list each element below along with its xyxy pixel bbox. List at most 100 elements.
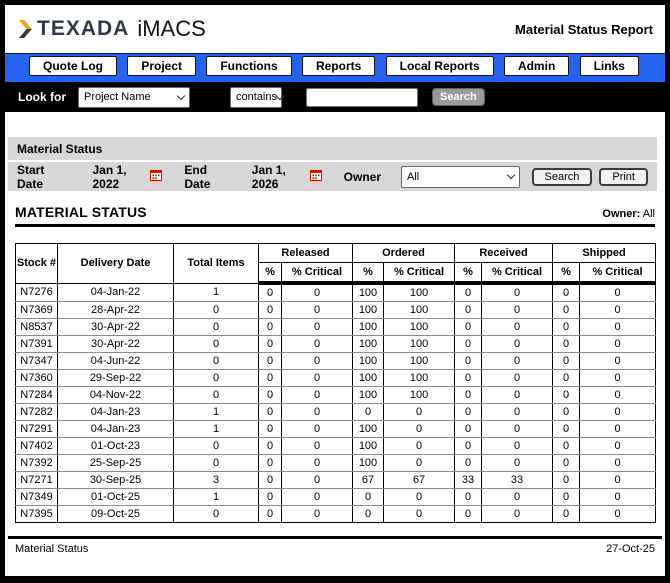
- col-received-pct: %: [454, 262, 483, 285]
- shipped-pct-cell: 0: [552, 352, 581, 370]
- lookup-bar: Look for Project Name contains Search: [5, 82, 665, 112]
- filter-search-button[interactable]: Search: [531, 167, 593, 186]
- shipped-pct-cell: 0: [552, 454, 581, 472]
- product-name: iMACS: [137, 16, 206, 41]
- shipped-pct-cell: 0: [552, 282, 581, 302]
- total-items-cell: 0: [173, 454, 259, 472]
- shipped-pct-critical-cell: 0: [579, 301, 657, 319]
- report-header: MATERIAL STATUS Owner: All: [15, 204, 655, 220]
- look-for-label: Look for: [18, 90, 66, 104]
- shipped-pct-critical-cell: 0: [579, 420, 657, 438]
- lookup-operator-select[interactable]: contains: [230, 86, 285, 108]
- shipped-pct-cell: 0: [552, 488, 581, 506]
- end-date-value: Jan 1, 2026: [251, 162, 286, 191]
- nav-project[interactable]: Project: [127, 56, 196, 76]
- nav-links[interactable]: Links: [579, 56, 639, 76]
- shipped-pct-critical-cell: 0: [579, 352, 657, 370]
- col-released-pct-critical: % Critical: [281, 262, 353, 285]
- received-pct-critical-cell: 33: [481, 471, 554, 489]
- table-body: N7276 04-Jan-22 1 0 0 100 100 0 0 0 0 N7369 28-Apr-2…: [15, 282, 657, 523]
- delivery-date-cell: 25-Sep-25: [57, 454, 174, 472]
- lookup-query-input[interactable]: [306, 87, 418, 107]
- ordered-pct-cell: 0: [352, 505, 384, 523]
- page-title: Material Status Report: [515, 21, 653, 37]
- nav-local-reports[interactable]: Local Reports: [385, 56, 494, 76]
- released-pct-cell: 0: [258, 471, 282, 489]
- total-items-cell: 0: [173, 318, 259, 336]
- table-row: N7271 30-Sep-25 3 0 0 67 67 33 33 0 0: [15, 471, 657, 489]
- ordered-pct-critical-cell: 100: [382, 352, 456, 370]
- ordered-pct-cell: 100: [352, 369, 384, 387]
- delivery-date-cell: 30-Sep-25: [57, 471, 174, 489]
- nav-functions[interactable]: Functions: [206, 56, 292, 76]
- received-pct-cell: 0: [454, 437, 483, 455]
- table-row: N7369 28-Apr-22 0 0 0 100 100 0 0 0 0: [15, 301, 657, 319]
- received-pct-cell: 0: [454, 386, 483, 404]
- chevron-down-icon: [275, 91, 285, 100]
- delivery-date-cell: 09-Oct-25: [57, 505, 174, 523]
- footer-date: 27-Oct-25: [606, 543, 655, 555]
- released-pct-cell: 0: [258, 437, 282, 455]
- nav-admin[interactable]: Admin: [503, 56, 570, 76]
- ordered-pct-critical-cell: 100: [382, 386, 456, 404]
- shipped-pct-critical-cell: 0: [579, 403, 657, 421]
- nav-quote-log[interactable]: Quote Log: [29, 56, 117, 76]
- report-owner-value: All: [642, 208, 655, 220]
- shipped-pct-critical-cell: 0: [579, 369, 657, 387]
- total-items-cell: 0: [173, 505, 259, 523]
- stock-number-cell: N7276: [15, 282, 58, 302]
- received-pct-cell: 0: [454, 282, 483, 302]
- released-pct-cell: 0: [258, 352, 282, 370]
- group-header-row: Stock # Delivery Date Total Items Releas…: [15, 243, 657, 284]
- shipped-pct-critical-cell: 0: [579, 471, 657, 489]
- ordered-pct-cell: 100: [352, 420, 384, 438]
- released-pct-critical-cell: 0: [281, 488, 353, 506]
- stock-number-cell: N7395: [15, 505, 58, 523]
- shipped-pct-critical-cell: 0: [579, 437, 657, 455]
- ordered-pct-critical-cell: 0: [382, 403, 456, 421]
- received-pct-cell: 0: [454, 488, 483, 506]
- received-pct-critical-cell: 0: [481, 386, 554, 404]
- received-pct-critical-cell: 0: [481, 403, 554, 421]
- filter-print-button[interactable]: Print: [599, 167, 648, 186]
- received-pct-cell: 33: [454, 471, 483, 489]
- end-date-calendar-icon[interactable]: [309, 169, 322, 181]
- total-items-cell: 1: [173, 488, 259, 506]
- table-row: N7391 30-Apr-22 0 0 0 100 100 0 0 0 0: [15, 335, 657, 353]
- released-pct-critical-cell: 0: [281, 471, 353, 489]
- col-delivery-date: Delivery Date: [57, 243, 174, 284]
- received-pct-critical-cell: 0: [481, 437, 554, 455]
- received-pct-cell: 0: [454, 505, 483, 523]
- shipped-pct-cell: 0: [552, 386, 581, 404]
- lookup-field-select[interactable]: Project Name: [78, 86, 190, 108]
- material-status-table-wrap: Stock # Delivery Date Total Items Releas…: [15, 243, 657, 523]
- released-pct-critical-cell: 0: [281, 437, 353, 455]
- received-pct-cell: 0: [454, 352, 483, 370]
- start-date-calendar-icon[interactable]: [150, 169, 163, 181]
- lookup-search-button[interactable]: Search: [432, 88, 485, 106]
- table-row: N7392 25-Sep-25 0 0 0 100 0 0 0 0 0: [15, 454, 657, 472]
- table-row: N7282 04-Jan-23 1 0 0 0 0 0 0 0 0: [15, 403, 657, 421]
- ordered-pct-critical-cell: 0: [382, 505, 456, 523]
- received-pct-cell: 0: [454, 403, 483, 421]
- group-ordered: Ordered: [351, 243, 456, 263]
- chevron-down-icon: [506, 170, 515, 180]
- nav-reports[interactable]: Reports: [301, 56, 376, 76]
- owner-select[interactable]: All: [401, 165, 520, 188]
- released-pct-critical-cell: 0: [281, 318, 353, 336]
- released-pct-critical-cell: 0: [281, 505, 353, 523]
- shipped-pct-critical-cell: 0: [579, 318, 657, 336]
- col-ordered-pct: %: [352, 262, 384, 285]
- table-row: N8537 30-Apr-22 0 0 0 100 100 0 0 0 0: [15, 318, 657, 336]
- delivery-date-cell: 04-Jan-23: [57, 403, 174, 421]
- total-items-cell: 3: [173, 471, 259, 489]
- total-items-cell: 0: [173, 386, 259, 404]
- ordered-pct-cell: 0: [352, 488, 384, 506]
- report-heading: MATERIAL STATUS: [15, 204, 147, 220]
- ordered-pct-cell: 100: [352, 282, 384, 302]
- received-pct-critical-cell: 0: [481, 335, 554, 353]
- ordered-pct-critical-cell: 0: [382, 454, 456, 472]
- delivery-date-cell: 29-Sep-22: [57, 369, 174, 387]
- delivery-date-cell: 28-Apr-22: [57, 301, 174, 319]
- delivery-date-cell: 30-Apr-22: [57, 318, 174, 336]
